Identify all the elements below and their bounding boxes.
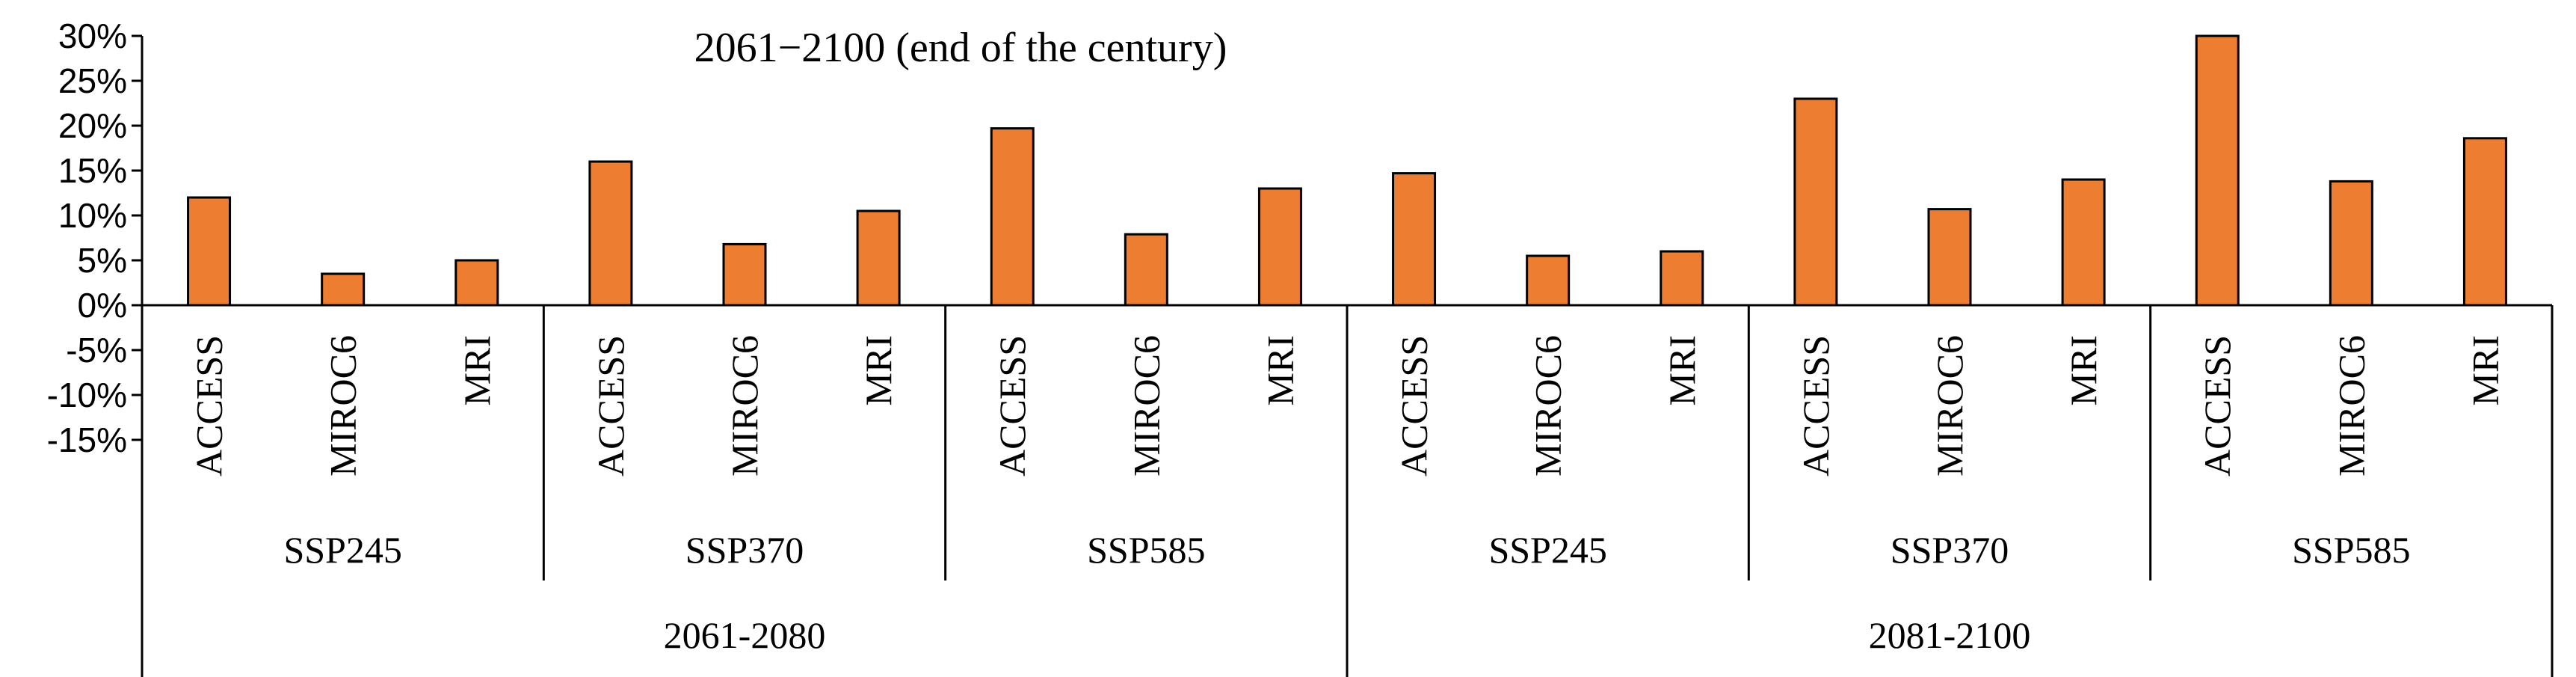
y-tick-label: 25% [58,61,127,100]
y-tick-label: 0% [78,286,127,325]
y-tick-label: 15% [58,151,127,190]
x-tick-label: ACCESS [590,335,632,477]
label-layer: ACCESS MIROC6 MRI ACCESS MIROC6 MRI ACCESS MIRO… [141,305,2554,677]
x-tick-label: MIROC6 [2330,335,2372,477]
x-tick-label: MIROC6 [1929,335,1970,477]
x-tick-label: MRI [2464,335,2506,405]
scenario-label: SSP245 [1488,529,1606,571]
bar [455,259,499,307]
scenario-label: SSP585 [1087,529,1205,571]
bar [1526,254,1571,307]
x-tick-label: MIROC6 [322,335,364,477]
bar [187,196,232,307]
x-tick-label: ACCESS [188,335,230,477]
bar [321,272,366,307]
scenario-label: SSP370 [685,529,804,571]
x-tick-label: MRI [1259,335,1301,405]
bar [1660,250,1704,307]
y-tick-label: 10% [58,196,127,235]
x-tick-label: ACCESS [1795,335,1837,477]
y-tick-label: -15% [47,420,127,459]
x-tick-label: ACCESS [1393,335,1435,477]
bar-layer [187,34,2507,307]
x-tick-label: MIROC6 [1527,335,1569,477]
period-label: 2081-2100 [1869,614,2031,656]
chart-title: 2061−2100 (end of the century) [694,25,1227,71]
period-label: 2061-2080 [664,614,826,656]
x-tick-label: MRI [1661,335,1703,405]
scenario-label: SSP245 [283,529,401,571]
bar [2195,34,2240,307]
bar [588,160,633,307]
y-tick-label: 5% [78,241,127,280]
scenario-label: SSP585 [2292,529,2410,571]
bar [1124,233,1168,307]
bar [856,209,901,307]
bar [2462,137,2507,307]
y-tick-label: 30% [58,16,127,55]
scenario-label: SSP370 [1891,529,2009,571]
x-tick-label: MRI [2062,335,2104,405]
bar [2061,178,2106,307]
bar [722,242,767,307]
y-tick-label: -10% [47,376,127,414]
x-tick-label: ACCESS [991,335,1033,477]
bar [990,127,1035,307]
y-tick-label: -5% [66,331,127,370]
bar [2329,180,2373,307]
x-tick-label: MIROC6 [724,335,765,477]
bar [1257,187,1302,307]
x-tick-label: MIROC6 [1125,335,1167,477]
x-tick-label: MRI [456,335,498,405]
x-tick-label: ACCESS [2196,335,2238,477]
y-tick-label: 20% [58,106,127,145]
bar [1927,208,1972,307]
x-tick-label: MRI [857,335,899,405]
bar [1392,172,1437,307]
bar [1793,97,1838,307]
